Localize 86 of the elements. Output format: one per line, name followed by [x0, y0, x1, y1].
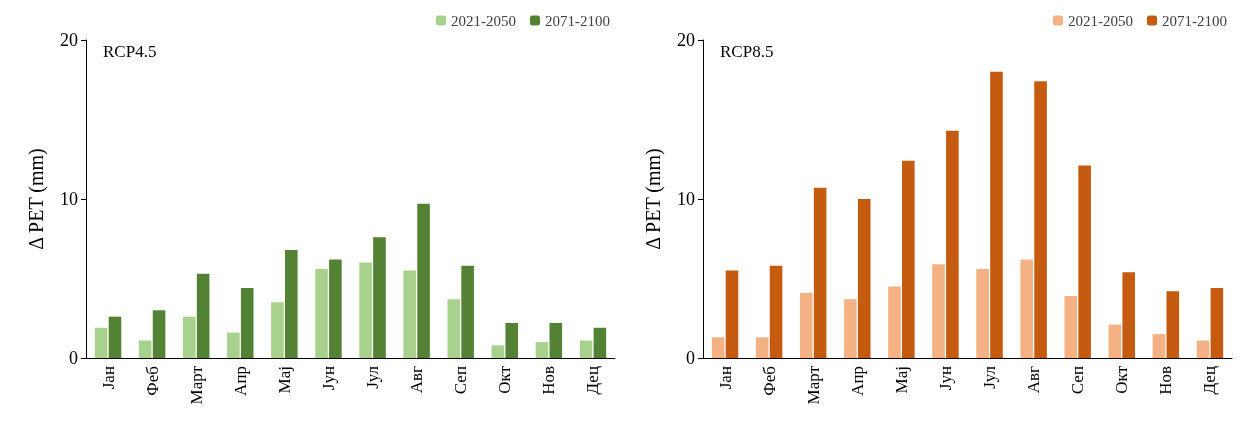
bar: [359, 262, 372, 358]
x-tick-label: Нов: [539, 366, 559, 395]
bar: [1108, 324, 1122, 358]
x-tick-label: Авг: [1024, 365, 1044, 394]
bar: [271, 302, 284, 358]
x-tick-label: Апр: [230, 366, 250, 396]
bar: [725, 270, 739, 358]
bar: [711, 337, 725, 358]
x-tick-label: Јан: [715, 366, 735, 390]
x-tick-label: Мај: [274, 366, 294, 394]
bar: [1020, 259, 1033, 358]
bar: [1122, 272, 1136, 358]
x-tick-label: Окт: [495, 365, 515, 394]
y-tick-label: 20: [677, 30, 695, 50]
bar: [799, 292, 813, 358]
bar: [844, 299, 857, 358]
bar: [1064, 295, 1078, 358]
bar: [976, 268, 989, 358]
x-tick-label: Дец: [1200, 366, 1220, 395]
bar: [813, 187, 827, 358]
x-tick-label: Јан: [98, 366, 118, 390]
x-tick-label: Сеп: [451, 366, 471, 395]
bar: [403, 270, 416, 358]
bar: [285, 249, 298, 358]
bar: [505, 323, 519, 358]
bar: [461, 265, 474, 358]
x-tick-label: Дец: [583, 366, 603, 395]
y-axis-title: Δ PET (mm): [25, 148, 48, 250]
x-tick-label: Апр: [847, 366, 867, 396]
bar: [769, 265, 783, 358]
legend-label: 2071-2100: [1162, 12, 1227, 29]
bar: [1166, 291, 1180, 358]
bar: [94, 327, 108, 358]
y-tick-label: 20: [60, 30, 78, 50]
bar: [108, 316, 122, 358]
bar: [1034, 81, 1047, 358]
y-axis-title: Δ PET (mm): [642, 148, 665, 250]
legend-label: 2071-2100: [545, 12, 610, 29]
y-tick-label: 10: [677, 189, 695, 209]
bar: [857, 199, 871, 358]
x-tick-label: Јун: [318, 366, 338, 391]
bar: [447, 299, 461, 358]
bar: [593, 327, 607, 358]
x-tick-label: Јун: [935, 366, 955, 391]
bar: [1152, 334, 1166, 358]
bar: [1196, 340, 1210, 358]
x-tick-label: Авг: [407, 365, 427, 394]
x-tick-label: Нов: [1156, 366, 1176, 395]
x-tick-label: Окт: [1112, 365, 1132, 394]
bar: [755, 337, 769, 358]
bar: [182, 316, 196, 358]
bar: [417, 203, 430, 358]
bar: [1210, 288, 1224, 358]
bar: [373, 237, 386, 358]
x-tick-label: Март: [186, 365, 206, 405]
bar: [152, 310, 166, 358]
bar: [535, 342, 549, 358]
chart-title: RCP8.5: [720, 42, 774, 61]
bar: [329, 259, 342, 358]
x-tick-label: Феб: [142, 366, 162, 396]
x-tick-label: Јул: [980, 365, 1000, 389]
bar: [946, 130, 959, 358]
bar: [579, 340, 593, 358]
legend-label: 2021-2050: [451, 12, 517, 29]
bar: [227, 332, 240, 358]
x-tick-label: Феб: [759, 366, 779, 396]
x-tick-label: Сеп: [1068, 366, 1088, 395]
x-tick-label: Мај: [891, 366, 911, 394]
bar: [240, 288, 254, 358]
bar: [315, 268, 328, 358]
bar: [902, 160, 915, 358]
x-tick-label: Март: [803, 365, 823, 405]
bar: [990, 71, 1003, 358]
bar: [138, 340, 152, 358]
chart-title: RCP4.5: [103, 42, 157, 61]
y-tick-label: 10: [60, 189, 78, 209]
x-tick-label: Јул: [363, 365, 383, 389]
y-tick-label: 0: [69, 348, 78, 368]
legend-label: 2021-2050: [1068, 12, 1134, 29]
bar: [491, 345, 505, 358]
bar: [1078, 165, 1091, 358]
bar: [549, 323, 563, 358]
bar: [888, 286, 901, 358]
bar: [196, 273, 210, 358]
y-tick-label: 0: [686, 348, 695, 368]
bar: [932, 264, 945, 358]
